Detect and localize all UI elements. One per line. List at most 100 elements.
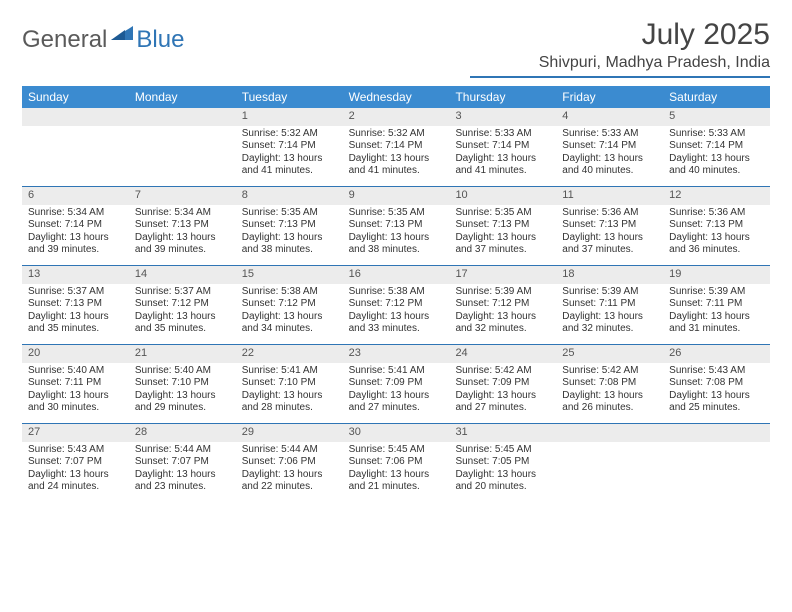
day-of-week-header: SundayMondayTuesdayWednesdayThursdayFrid… [22, 86, 770, 108]
day-number: 27 [22, 424, 129, 442]
day-details: Sunrise: 5:33 AMSunset: 7:14 PMDaylight:… [449, 126, 556, 182]
day-details: Sunrise: 5:32 AMSunset: 7:14 PMDaylight:… [236, 126, 343, 182]
day-cell-8: 8Sunrise: 5:35 AMSunset: 7:13 PMDaylight… [236, 187, 343, 265]
empty-cell [129, 108, 236, 186]
day-details: Sunrise: 5:36 AMSunset: 7:13 PMDaylight:… [663, 205, 770, 261]
day-number: 13 [22, 266, 129, 284]
dow-wednesday: Wednesday [343, 86, 450, 108]
day-cell-25: 25Sunrise: 5:42 AMSunset: 7:08 PMDayligh… [556, 345, 663, 423]
day-details: Sunrise: 5:42 AMSunset: 7:09 PMDaylight:… [449, 363, 556, 419]
day-cell-3: 3Sunrise: 5:33 AMSunset: 7:14 PMDaylight… [449, 108, 556, 186]
day-cell-27: 27Sunrise: 5:43 AMSunset: 7:07 PMDayligh… [22, 424, 129, 502]
day-details: Sunrise: 5:44 AMSunset: 7:06 PMDaylight:… [236, 442, 343, 498]
day-details: Sunrise: 5:35 AMSunset: 7:13 PMDaylight:… [343, 205, 450, 261]
day-details: Sunrise: 5:39 AMSunset: 7:11 PMDaylight:… [556, 284, 663, 340]
day-details: Sunrise: 5:44 AMSunset: 7:07 PMDaylight:… [129, 442, 236, 498]
location-subtitle: Shivpuri, Madhya Pradesh, India [470, 54, 770, 78]
dow-thursday: Thursday [449, 86, 556, 108]
day-details: Sunrise: 5:41 AMSunset: 7:10 PMDaylight:… [236, 363, 343, 419]
day-details: Sunrise: 5:33 AMSunset: 7:14 PMDaylight:… [663, 126, 770, 182]
day-details: Sunrise: 5:43 AMSunset: 7:07 PMDaylight:… [22, 442, 129, 498]
week-row: 6Sunrise: 5:34 AMSunset: 7:14 PMDaylight… [22, 187, 770, 266]
day-cell-26: 26Sunrise: 5:43 AMSunset: 7:08 PMDayligh… [663, 345, 770, 423]
day-cell-20: 20Sunrise: 5:40 AMSunset: 7:11 PMDayligh… [22, 345, 129, 423]
day-cell-16: 16Sunrise: 5:38 AMSunset: 7:12 PMDayligh… [343, 266, 450, 344]
day-number: 26 [663, 345, 770, 363]
cell-body-empty [129, 126, 236, 132]
day-number: 6 [22, 187, 129, 205]
dow-tuesday: Tuesday [236, 86, 343, 108]
day-cell-22: 22Sunrise: 5:41 AMSunset: 7:10 PMDayligh… [236, 345, 343, 423]
day-details: Sunrise: 5:41 AMSunset: 7:09 PMDaylight:… [343, 363, 450, 419]
day-details: Sunrise: 5:45 AMSunset: 7:06 PMDaylight:… [343, 442, 450, 498]
day-details: Sunrise: 5:43 AMSunset: 7:08 PMDaylight:… [663, 363, 770, 419]
dow-friday: Friday [556, 86, 663, 108]
day-number: 1 [236, 108, 343, 126]
brand-part1: General [22, 26, 107, 54]
day-cell-12: 12Sunrise: 5:36 AMSunset: 7:13 PMDayligh… [663, 187, 770, 265]
day-cell-1: 1Sunrise: 5:32 AMSunset: 7:14 PMDaylight… [236, 108, 343, 186]
week-row: 1Sunrise: 5:32 AMSunset: 7:14 PMDaylight… [22, 108, 770, 187]
day-number: 12 [663, 187, 770, 205]
day-cell-13: 13Sunrise: 5:37 AMSunset: 7:13 PMDayligh… [22, 266, 129, 344]
day-number: 7 [129, 187, 236, 205]
day-cell-4: 4Sunrise: 5:33 AMSunset: 7:14 PMDaylight… [556, 108, 663, 186]
day-details: Sunrise: 5:36 AMSunset: 7:13 PMDaylight:… [556, 205, 663, 261]
day-cell-5: 5Sunrise: 5:33 AMSunset: 7:14 PMDaylight… [663, 108, 770, 186]
day-details: Sunrise: 5:34 AMSunset: 7:14 PMDaylight:… [22, 205, 129, 261]
calendar-page: General Blue July 2025 Shivpuri, Madhya … [0, 0, 792, 502]
cell-body-empty [22, 126, 129, 132]
day-number: 11 [556, 187, 663, 205]
day-cell-19: 19Sunrise: 5:39 AMSunset: 7:11 PMDayligh… [663, 266, 770, 344]
daynum-bar-empty [663, 424, 770, 442]
day-details: Sunrise: 5:37 AMSunset: 7:12 PMDaylight:… [129, 284, 236, 340]
day-number: 16 [343, 266, 450, 284]
day-cell-17: 17Sunrise: 5:39 AMSunset: 7:12 PMDayligh… [449, 266, 556, 344]
day-cell-24: 24Sunrise: 5:42 AMSunset: 7:09 PMDayligh… [449, 345, 556, 423]
day-cell-23: 23Sunrise: 5:41 AMSunset: 7:09 PMDayligh… [343, 345, 450, 423]
dow-saturday: Saturday [663, 86, 770, 108]
brand-logo: General Blue [22, 24, 184, 55]
day-number: 2 [343, 108, 450, 126]
empty-cell [22, 108, 129, 186]
week-row: 27Sunrise: 5:43 AMSunset: 7:07 PMDayligh… [22, 424, 770, 502]
week-row: 20Sunrise: 5:40 AMSunset: 7:11 PMDayligh… [22, 345, 770, 424]
header-row: General Blue July 2025 Shivpuri, Madhya … [22, 18, 770, 78]
day-number: 15 [236, 266, 343, 284]
day-details: Sunrise: 5:38 AMSunset: 7:12 PMDaylight:… [236, 284, 343, 340]
day-number: 8 [236, 187, 343, 205]
day-number: 9 [343, 187, 450, 205]
daynum-bar-empty [556, 424, 663, 442]
day-details: Sunrise: 5:32 AMSunset: 7:14 PMDaylight:… [343, 126, 450, 182]
weeks-container: 1Sunrise: 5:32 AMSunset: 7:14 PMDaylight… [22, 108, 770, 502]
day-cell-28: 28Sunrise: 5:44 AMSunset: 7:07 PMDayligh… [129, 424, 236, 502]
day-cell-6: 6Sunrise: 5:34 AMSunset: 7:14 PMDaylight… [22, 187, 129, 265]
day-details: Sunrise: 5:42 AMSunset: 7:08 PMDaylight:… [556, 363, 663, 419]
day-number: 4 [556, 108, 663, 126]
day-cell-31: 31Sunrise: 5:45 AMSunset: 7:05 PMDayligh… [449, 424, 556, 502]
day-details: Sunrise: 5:45 AMSunset: 7:05 PMDaylight:… [449, 442, 556, 498]
day-number: 29 [236, 424, 343, 442]
day-number: 10 [449, 187, 556, 205]
day-cell-29: 29Sunrise: 5:44 AMSunset: 7:06 PMDayligh… [236, 424, 343, 502]
day-number: 3 [449, 108, 556, 126]
daynum-bar-empty [129, 108, 236, 126]
brand-triangle-icon [111, 24, 133, 45]
title-block: July 2025 Shivpuri, Madhya Pradesh, Indi… [470, 18, 770, 78]
day-cell-9: 9Sunrise: 5:35 AMSunset: 7:13 PMDaylight… [343, 187, 450, 265]
day-cell-2: 2Sunrise: 5:32 AMSunset: 7:14 PMDaylight… [343, 108, 450, 186]
day-number: 23 [343, 345, 450, 363]
day-number: 31 [449, 424, 556, 442]
calendar-grid: SundayMondayTuesdayWednesdayThursdayFrid… [22, 86, 770, 502]
day-number: 19 [663, 266, 770, 284]
day-number: 25 [556, 345, 663, 363]
day-details: Sunrise: 5:35 AMSunset: 7:13 PMDaylight:… [449, 205, 556, 261]
day-details: Sunrise: 5:33 AMSunset: 7:14 PMDaylight:… [556, 126, 663, 182]
day-details: Sunrise: 5:35 AMSunset: 7:13 PMDaylight:… [236, 205, 343, 261]
day-number: 21 [129, 345, 236, 363]
day-number: 30 [343, 424, 450, 442]
brand-part2: Blue [136, 26, 184, 54]
day-cell-30: 30Sunrise: 5:45 AMSunset: 7:06 PMDayligh… [343, 424, 450, 502]
day-details: Sunrise: 5:39 AMSunset: 7:11 PMDaylight:… [663, 284, 770, 340]
day-cell-18: 18Sunrise: 5:39 AMSunset: 7:11 PMDayligh… [556, 266, 663, 344]
